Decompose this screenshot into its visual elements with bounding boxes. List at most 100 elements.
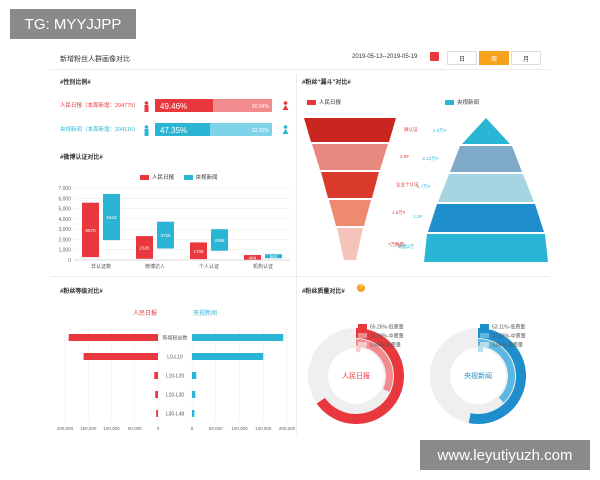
level-left-name: 人民日报 <box>133 311 158 317</box>
x-tick-label: 150,000 <box>255 426 272 431</box>
level-chart: 200,000 150,000 100,000 50,000 0 0 50,000 100,0… <box>57 328 295 431</box>
gender-bar-cctv <box>155 123 272 136</box>
gender-bar-renmin <box>155 99 272 112</box>
x-tick-label: 100,000 <box>103 426 120 431</box>
funnel-legend-right: 央视新闻 <box>445 98 479 106</box>
pyramid-layer <box>424 234 548 262</box>
x-tick-label: 50,000 <box>128 426 142 431</box>
pyramid-label: 1.6万# <box>433 128 447 134</box>
weibo-legend: 人民日报 央视新闻 <box>140 173 218 181</box>
legend-swatch <box>480 324 489 329</box>
legend-label: 2.64%-高质量 <box>370 342 401 349</box>
bar-value-label: 562 <box>270 254 278 259</box>
page-title: 新增粉丝人群画像对比 <box>60 56 130 63</box>
legend-swatch-renmin <box>307 100 316 106</box>
legend-label: 53.11%-低质量 <box>492 324 525 331</box>
tab-day[interactable]: 日 <box>447 51 477 65</box>
level-right-name: 央视新闻 <box>193 311 218 317</box>
legend-label-cctv: 央视新闻 <box>195 175 218 181</box>
bar-value-label: 1709 <box>193 249 204 254</box>
funnel-label: 1.6万# <box>392 210 406 216</box>
donut-center-label: 人民日报 <box>342 371 370 380</box>
female-pct-cctv: 52.65% <box>252 128 269 134</box>
legend-label: 32.10%-中质量 <box>370 333 404 340</box>
funnel-label: 企业个认证 <box>396 181 419 188</box>
male-pct-cctv: 47.35% <box>160 126 188 135</box>
help-icon[interactable]: ? <box>357 284 365 292</box>
donut-segment <box>468 328 526 424</box>
male-icon <box>143 123 150 136</box>
date-range[interactable]: 2019-05-13--2019-05-19 <box>352 54 418 60</box>
y-tick-label: 5,000 <box>58 207 71 213</box>
legend-label: 37.83%-中质量 <box>492 333 526 340</box>
y-tick-label: 6,000 <box>58 196 71 202</box>
bar-right <box>192 372 197 379</box>
y-tick-label: 7,000 <box>58 186 71 192</box>
male-icon <box>143 99 150 112</box>
bar-value-label: 3725 <box>160 233 171 238</box>
legend-label: 65.26%-低质量 <box>370 324 404 331</box>
legend-swatch-cctv <box>183 175 193 181</box>
donut-center-label: 央视新闻 <box>464 371 492 380</box>
female-pct-renmin: 50.54% <box>252 104 269 110</box>
bar-right <box>192 410 195 417</box>
bar-right <box>192 391 196 398</box>
y-tick-label: 4,000 <box>58 217 71 223</box>
donut-hole <box>328 348 384 404</box>
level-title: #粉丝等级对比# <box>60 289 103 295</box>
x-tick-label: 100,000 <box>231 426 248 431</box>
funnel-layer <box>321 172 379 198</box>
x-tick-label: 0 <box>191 426 194 431</box>
tab-month[interactable]: 月 <box>511 51 541 65</box>
category-label: 新增粉丝数 <box>162 335 187 342</box>
funnel-label: 3.9# <box>400 154 409 159</box>
tab-week[interactable]: 周 <box>479 51 509 65</box>
funnel-layer <box>337 228 363 260</box>
weibo-title: #微博认证对比# <box>60 155 103 161</box>
x-tick-label: 机构认证 <box>253 263 273 270</box>
pyramid-layer <box>462 118 510 144</box>
bar-right <box>192 334 284 341</box>
bar <box>136 236 153 259</box>
calendar-icon[interactable] <box>430 52 439 61</box>
y-tick-label: 2,000 <box>58 237 71 243</box>
category-label: L0-L10 <box>167 355 183 361</box>
legend-label-renmin: 人民日报 <box>152 175 175 181</box>
bar-value-label: 2996 <box>214 238 225 243</box>
funnel-legend-left: 人民日报 <box>307 98 341 106</box>
bar-right <box>192 353 264 360</box>
funnel-chart: 微认证 3.9# 企业个认证 1.6万# 7万数量 1.6万# 4.12万# 1.7万# 1.… <box>304 118 548 262</box>
x-tick-label: 200,000 <box>57 426 74 431</box>
bar-left <box>154 372 158 379</box>
funnel-title: #粉丝“漏斗”对比# <box>302 80 351 86</box>
bar-value-label: 2325 <box>139 245 150 250</box>
quality-title: #粉丝质量对比# <box>302 289 345 295</box>
bar-value-label: 5570 <box>85 228 96 233</box>
bar <box>211 229 228 251</box>
legend-label: 3.06%-高质量 <box>492 342 523 349</box>
bar <box>190 242 207 260</box>
funnel-layer <box>329 200 371 226</box>
bar-left <box>156 410 158 417</box>
legend-swatch-cctv <box>445 100 454 106</box>
column-divider <box>296 74 297 434</box>
watermark-bottom: www.leyutiyuzh.com <box>420 440 590 470</box>
x-tick-label: 微博达人 <box>145 263 165 270</box>
gender-label-cctv: 央视新闻（本周新增：204116） <box>60 127 139 133</box>
category-label: L20-L30 <box>166 393 185 399</box>
gender-label-renmin: 人民日报（本周新增：204775） <box>60 103 139 109</box>
pyramid-layer <box>428 204 544 232</box>
male-pct-renmin: 49.46% <box>160 102 188 111</box>
legend-swatch-renmin <box>140 175 149 181</box>
funnel-label: 微认证 <box>404 126 418 133</box>
bar-value-label: 484 <box>249 255 257 260</box>
legend-swatch <box>358 342 367 347</box>
donut-segment <box>356 339 393 392</box>
category-label: L30-L48 <box>166 412 185 418</box>
bar-value-label: 6423 <box>106 215 117 220</box>
weibo-chart: 7,000 6,000 5,000 4,000 3,000 2,000 1,000 0 非认证数… <box>58 186 290 270</box>
gender-title: #性别比例# <box>60 80 91 86</box>
x-tick-label: 200,000 <box>279 426 295 431</box>
y-tick-label: 1,000 <box>58 248 71 254</box>
bar <box>103 193 120 241</box>
